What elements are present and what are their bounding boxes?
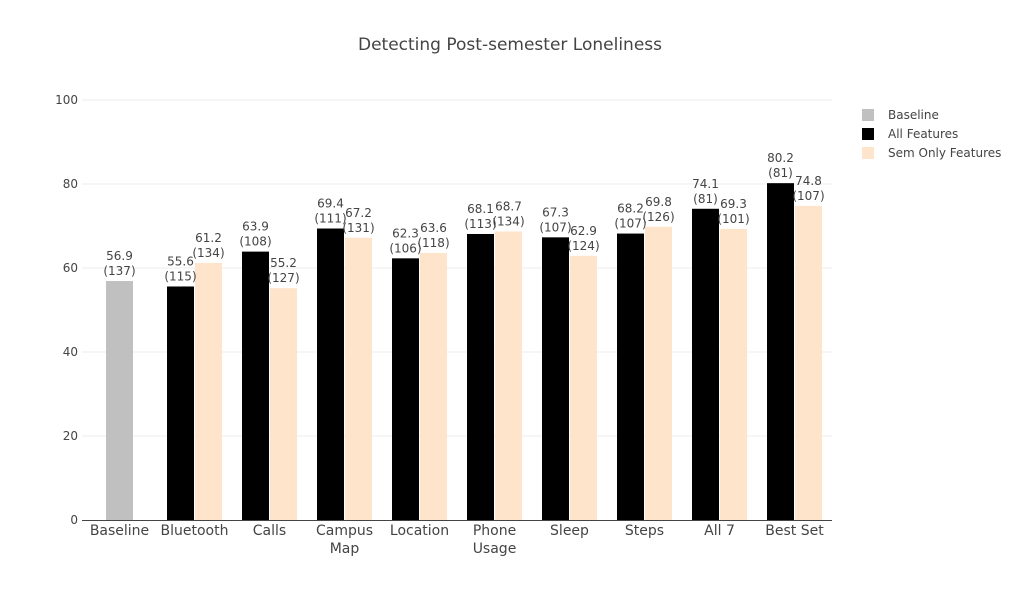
axes: 0 20 40 60 80 100 Baseline Bluetooth Calls Campus… (55, 93, 832, 557)
y-tick-label: 40 (63, 345, 78, 359)
data-label-count: (107) (539, 220, 571, 234)
legend-label: Baseline (888, 108, 939, 122)
legend-swatch (862, 109, 874, 121)
data-label-value: 80.2 (767, 151, 794, 165)
bars (106, 183, 822, 521)
legend-label: All Features (888, 127, 958, 141)
gridlines (82, 99, 832, 437)
x-tick-label: Bluetooth (161, 523, 229, 539)
data-label-value: 61.2 (195, 231, 222, 245)
data-label-value: 68.1 (467, 202, 494, 216)
bar-all-features[interactable] (542, 237, 569, 520)
bar-baseline[interactable] (106, 281, 133, 520)
bar-all-features[interactable] (392, 258, 419, 520)
data-label-count: (134) (492, 214, 524, 228)
data-label-count: (111) (314, 212, 346, 226)
data-label-count: (107) (614, 217, 646, 231)
bar-all-features[interactable] (467, 233, 494, 521)
data-label-count: (115) (164, 269, 196, 283)
x-tick-label: Phone (473, 523, 516, 539)
data-label-value: 68.7 (495, 199, 522, 213)
bar-sem-only-features[interactable] (720, 228, 747, 520)
data-label-value: 69.3 (720, 197, 747, 211)
data-label-value: 74.8 (795, 174, 822, 188)
bar-all-features[interactable] (767, 183, 794, 520)
data-label-count: (81) (768, 166, 793, 180)
data-label-count: (81) (693, 192, 718, 206)
data-label-count: (118) (417, 236, 449, 250)
bar-all-features[interactable] (167, 286, 194, 520)
x-tick-label: All 7 (704, 523, 735, 539)
data-label-value: 55.2 (270, 256, 297, 270)
x-tick-label: Calls (253, 523, 286, 539)
legend-item-baseline[interactable]: Baseline (862, 108, 939, 122)
data-label-value: 74.1 (692, 177, 719, 191)
data-label-count: (126) (642, 210, 674, 224)
bar-sem-only-features[interactable] (645, 226, 672, 520)
legend-swatch (862, 128, 874, 140)
data-label-value: 62.3 (392, 226, 419, 240)
data-label-value: 55.6 (167, 254, 194, 268)
data-label-count: (108) (239, 235, 271, 249)
x-tick-label: Map (330, 541, 360, 557)
legend[interactable]: Baseline All Features Sem Only Features (862, 108, 1001, 160)
x-tick-label: Best Set (765, 523, 824, 539)
data-label-count: (106) (389, 241, 421, 255)
bar-sem-only-features[interactable] (420, 252, 447, 520)
data-label-count: (113) (464, 217, 496, 231)
data-label-value: 68.2 (617, 202, 644, 216)
data-label-value: 67.3 (542, 205, 569, 219)
bar-all-features[interactable] (317, 228, 344, 520)
x-tick-label: Baseline (90, 523, 149, 539)
x-tick-label: Sleep (550, 523, 589, 539)
data-label-value: 56.9 (106, 249, 133, 263)
bar-sem-only-features[interactable] (795, 205, 822, 520)
legend-swatch (862, 147, 874, 159)
bar-sem-only-features[interactable] (570, 255, 597, 520)
bar-sem-only-features[interactable] (495, 231, 522, 520)
data-label-count: (127) (267, 271, 299, 285)
data-label-value: 63.6 (420, 221, 447, 235)
bar-all-features[interactable] (692, 208, 719, 520)
bar-all-features[interactable] (242, 251, 269, 520)
y-tick-label: 80 (63, 177, 78, 191)
data-label-value: 69.8 (645, 195, 672, 209)
y-tick-label: 100 (55, 93, 78, 107)
x-tick-label: Steps (625, 523, 664, 539)
legend-item-all-features[interactable]: All Features (862, 127, 958, 141)
bar-sem-only-features[interactable] (270, 288, 297, 520)
data-label-count: (131) (342, 221, 374, 235)
data-label-value: 63.9 (242, 220, 269, 234)
bar-all-features[interactable] (617, 233, 644, 520)
data-label-count: (124) (567, 239, 599, 253)
data-label-count: (107) (792, 189, 824, 203)
data-label-count: (101) (717, 212, 749, 226)
y-tick-label: 0 (70, 513, 78, 527)
data-label-value: 62.9 (570, 224, 597, 238)
x-tick-label: Usage (473, 541, 517, 557)
data-label-count: (134) (192, 246, 224, 260)
y-tick-label: 60 (63, 261, 78, 275)
x-tick-label: Location (390, 523, 449, 539)
chart-title: Detecting Post-semester Loneliness (358, 35, 662, 55)
x-tick-label: Campus (316, 523, 373, 539)
data-label-count: (137) (103, 264, 135, 278)
data-labels: 56.9(137)55.6(115)61.2(134)63.9(108)55.2… (103, 151, 824, 285)
bar-sem-only-features[interactable] (345, 237, 372, 520)
data-label-value: 67.2 (345, 206, 372, 220)
data-label-value: 69.4 (317, 197, 344, 211)
y-tick-label: 20 (63, 429, 78, 443)
bar-sem-only-features[interactable] (195, 262, 222, 520)
legend-item-sem-only-features[interactable]: Sem Only Features (862, 146, 1001, 160)
legend-label: Sem Only Features (888, 146, 1001, 160)
